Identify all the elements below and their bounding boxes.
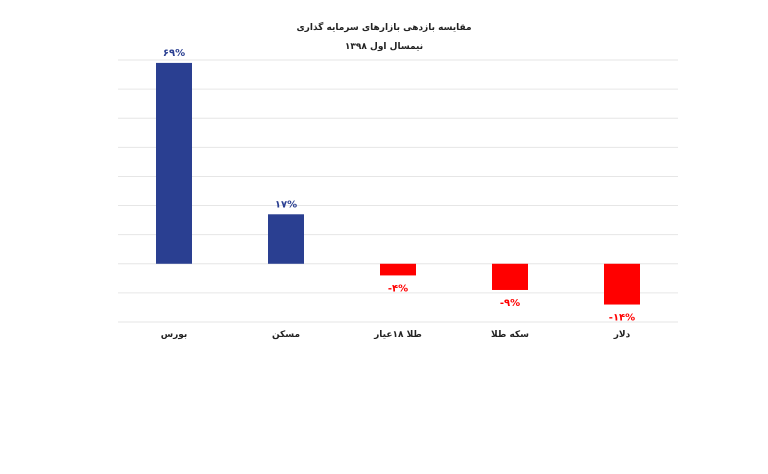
bar-value-label: ۶۹% (163, 48, 185, 59)
gridlines (118, 59, 678, 323)
chart-title: مقایسه بازدهی بازارهای سرمایه گذاری (296, 21, 471, 33)
chart-subtitle: نیمسال اول ۱۳۹۸ (345, 42, 423, 52)
bar (156, 62, 192, 264)
bar (268, 214, 304, 264)
bar (492, 263, 528, 290)
category-label: دلار (613, 330, 631, 340)
bar-value-label: -۴% (388, 283, 408, 294)
bar-value-label: -۱۴% (609, 313, 635, 324)
data-labels: ۶۹% ۱۷% -۴% -۹% -۱۴% (163, 48, 635, 324)
bar-value-label: ۱۷% (275, 199, 297, 210)
bar (380, 263, 416, 276)
category-label: مسکن (272, 330, 300, 340)
category-label: طلا ۱۸عیار (373, 330, 422, 340)
category-label: بورس (161, 330, 188, 340)
bar-value-label: -۹% (500, 298, 520, 309)
category-label: سکه طلا (491, 330, 529, 340)
category-labels: بورس مسکن طلا ۱۸عیار سکه طلا دلار (161, 330, 631, 340)
bar (604, 263, 640, 305)
bars (156, 62, 640, 305)
